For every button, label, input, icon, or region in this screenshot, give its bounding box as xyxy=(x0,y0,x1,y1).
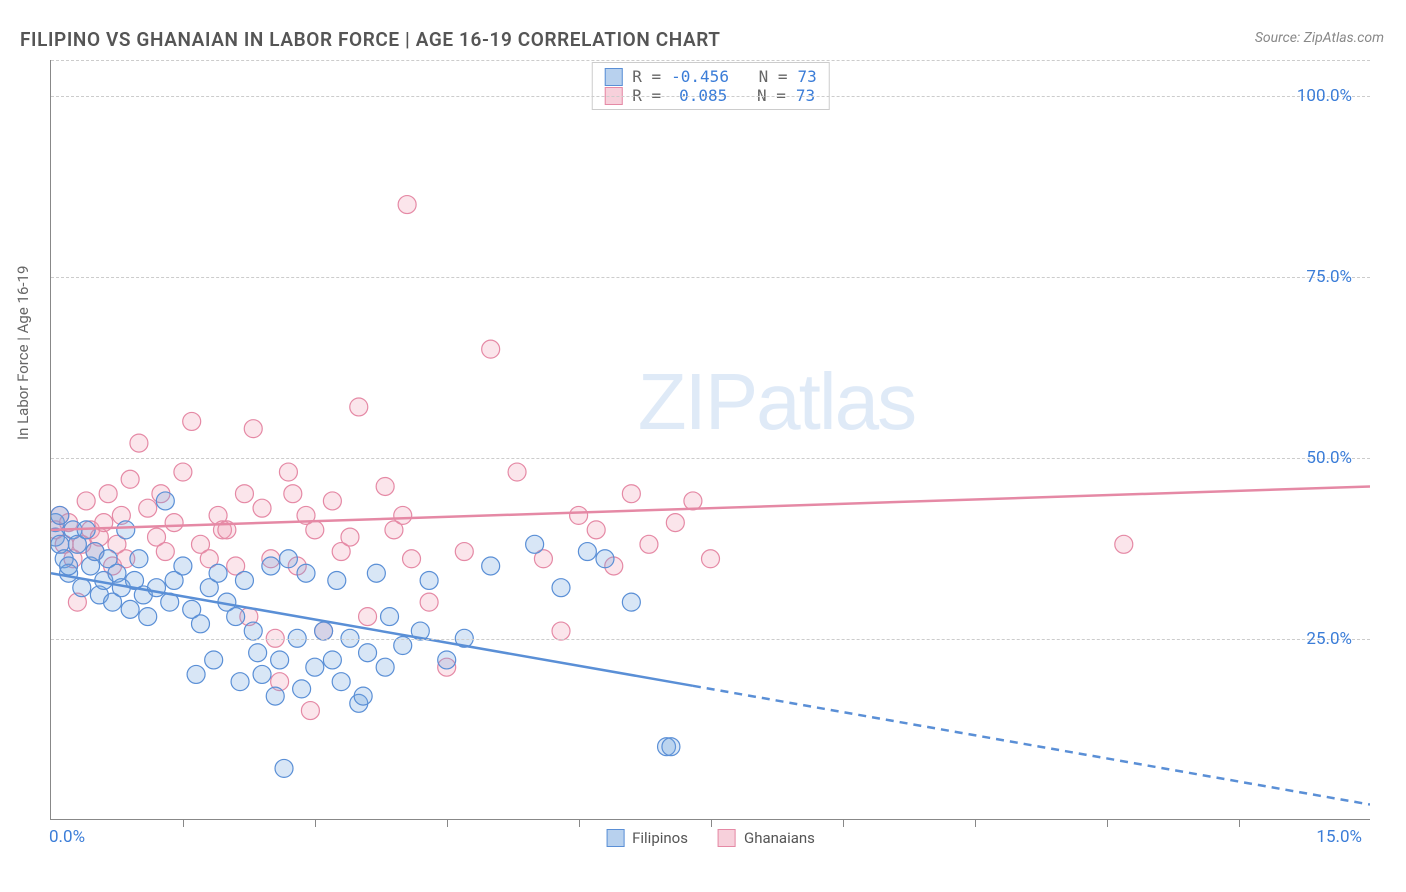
xtick xyxy=(315,819,316,827)
xtick xyxy=(183,819,184,827)
series-legend: Filipinos Ghanaians xyxy=(606,829,815,847)
xtick xyxy=(843,819,844,827)
blue-swatch-icon xyxy=(604,68,622,86)
r-label: R = xyxy=(632,67,661,86)
n-label: N = xyxy=(759,67,788,86)
chart-svg xyxy=(51,60,1370,819)
legend-item-blue: Filipinos xyxy=(606,829,688,847)
xtick xyxy=(447,819,448,827)
legend-item-pink: Ghanaians xyxy=(718,829,815,847)
legend-row-blue: R = -0.456 N = 73 xyxy=(604,67,817,86)
scatter-plot: ZIPatlas R = -0.456 N = 73 R = 0.085 N =… xyxy=(50,60,1370,820)
xtick xyxy=(975,819,976,827)
xtick-label-min: 0.0% xyxy=(49,827,85,847)
xtick xyxy=(579,819,580,827)
ytick-label: 25.0% xyxy=(1306,629,1352,649)
blue-swatch-icon xyxy=(606,829,624,847)
correlation-legend: R = -0.456 N = 73 R = 0.085 N = 73 xyxy=(591,62,830,110)
gridline xyxy=(51,458,1370,459)
ytick-label: 75.0% xyxy=(1306,267,1352,287)
legend-label-pink: Ghanaians xyxy=(744,829,815,847)
xtick xyxy=(711,819,712,827)
xtick xyxy=(1239,819,1240,827)
ytick-label: 100.0% xyxy=(1297,86,1352,106)
n-value-blue: 73 xyxy=(797,67,816,86)
legend-label-blue: Filipinos xyxy=(632,829,688,847)
xtick xyxy=(1107,819,1108,827)
source-attribution: Source: ZipAtlas.com xyxy=(1255,30,1384,46)
y-axis-label: In Labor Force | Age 16-19 xyxy=(14,266,32,440)
gridline xyxy=(51,277,1370,278)
r-value-blue: -0.456 xyxy=(671,67,729,86)
xtick-label-max: 15.0% xyxy=(1316,827,1362,847)
gridline xyxy=(51,96,1370,97)
ytick-label: 50.0% xyxy=(1306,448,1352,468)
gridline xyxy=(51,60,1370,61)
pink-swatch-icon xyxy=(718,829,736,847)
chart-title: FILIPINO VS GHANAIAN IN LABOR FORCE | AG… xyxy=(20,28,721,51)
gridline xyxy=(51,639,1370,640)
